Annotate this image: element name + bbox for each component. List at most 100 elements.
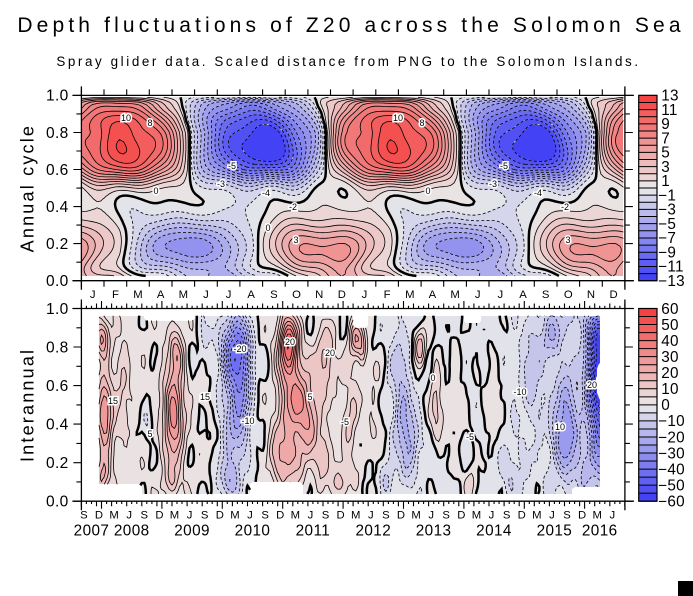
- svg-text:J: J: [489, 510, 495, 522]
- svg-text:20: 20: [661, 365, 678, 382]
- svg-text:Interannual: Interannual: [18, 348, 38, 462]
- svg-text:D: D: [216, 510, 224, 522]
- svg-text:D: D: [610, 289, 618, 301]
- svg-text:-5: -5: [466, 432, 474, 442]
- svg-text:1.0: 1.0: [46, 301, 69, 318]
- svg-text:-5: -5: [228, 161, 236, 171]
- svg-text:1: 1: [661, 173, 670, 190]
- svg-text:Depth fluctuations of Z20 acro: Depth fluctuations of Z20 across the Sol…: [17, 14, 684, 37]
- svg-text:S: S: [261, 510, 269, 522]
- svg-text:M: M: [109, 510, 118, 522]
- svg-text:-2: -2: [561, 202, 569, 212]
- svg-text:N: N: [587, 289, 595, 301]
- svg-text:M: M: [179, 289, 188, 301]
- svg-text:A: A: [429, 289, 437, 301]
- svg-text:-5: -5: [341, 417, 349, 427]
- svg-text:−9: −9: [658, 245, 676, 262]
- svg-text:20: 20: [325, 348, 335, 358]
- svg-text:20: 20: [285, 337, 295, 347]
- svg-text:J: J: [187, 510, 193, 522]
- svg-text:2016: 2016: [582, 523, 618, 540]
- svg-text:15: 15: [200, 392, 210, 402]
- svg-text:30: 30: [661, 349, 678, 366]
- svg-text:0.6: 0.6: [46, 378, 68, 395]
- svg-text:M: M: [405, 289, 414, 301]
- svg-text:−60: −60: [658, 494, 685, 511]
- svg-text:11: 11: [661, 102, 677, 119]
- svg-text:M: M: [133, 289, 142, 301]
- svg-text:50: 50: [661, 317, 678, 334]
- svg-text:S: S: [563, 510, 571, 522]
- svg-text:−11: −11: [658, 259, 683, 276]
- svg-text:D: D: [578, 510, 586, 522]
- svg-text:8: 8: [419, 118, 424, 128]
- svg-text:J: J: [247, 510, 253, 522]
- svg-text:0: 0: [430, 373, 435, 383]
- svg-text:M: M: [351, 510, 360, 522]
- svg-text:O: O: [564, 289, 573, 301]
- svg-text:5: 5: [147, 429, 152, 439]
- svg-text:−13: −13: [658, 273, 685, 290]
- svg-text:-20: -20: [233, 344, 246, 354]
- svg-text:0.0: 0.0: [46, 273, 69, 290]
- svg-text:0: 0: [661, 397, 670, 414]
- svg-text:J: J: [428, 510, 434, 522]
- svg-text:F: F: [384, 289, 391, 301]
- svg-text:S: S: [382, 510, 390, 522]
- svg-text:M: M: [230, 510, 239, 522]
- svg-text:−50: −50: [658, 477, 685, 494]
- svg-text:Annual cycle: Annual cycle: [18, 124, 38, 252]
- svg-text:2010: 2010: [235, 523, 271, 540]
- svg-text:D: D: [337, 510, 345, 522]
- svg-text:5: 5: [661, 145, 670, 162]
- svg-text:−10: −10: [658, 413, 685, 430]
- svg-text:-10: -10: [241, 416, 254, 426]
- svg-text:0.6: 0.6: [46, 162, 68, 179]
- svg-text:J: J: [226, 289, 232, 301]
- svg-text:−20: −20: [658, 429, 685, 446]
- svg-text:J: J: [609, 510, 615, 522]
- svg-text:2008: 2008: [114, 523, 150, 540]
- svg-text:J: J: [308, 510, 314, 522]
- svg-text:J: J: [203, 289, 209, 301]
- svg-text:2007: 2007: [74, 523, 110, 540]
- svg-text:-2: -2: [289, 202, 297, 212]
- svg-text:3: 3: [661, 159, 670, 176]
- svg-text:5: 5: [307, 392, 312, 402]
- svg-text:60: 60: [661, 301, 678, 318]
- svg-text:1.0: 1.0: [46, 88, 69, 105]
- svg-text:0.4: 0.4: [46, 199, 69, 216]
- svg-text:2015: 2015: [537, 523, 573, 540]
- svg-text:D: D: [95, 510, 103, 522]
- svg-text:−3: −3: [658, 202, 676, 219]
- svg-text:-3: -3: [489, 179, 497, 189]
- svg-text:A: A: [157, 289, 165, 301]
- svg-text:0: 0: [265, 223, 270, 233]
- svg-text:D: D: [518, 510, 526, 522]
- svg-text:S: S: [141, 510, 149, 522]
- svg-text:20: 20: [587, 380, 597, 390]
- svg-text:D: D: [155, 510, 163, 522]
- svg-text:0: 0: [425, 186, 430, 196]
- svg-text:−7: −7: [658, 230, 676, 247]
- svg-text:10: 10: [661, 381, 678, 398]
- svg-text:0.8: 0.8: [46, 339, 68, 356]
- svg-text:2012: 2012: [355, 523, 391, 540]
- svg-text:M: M: [411, 510, 420, 522]
- svg-text:N: N: [315, 289, 323, 301]
- svg-text:D: D: [457, 510, 465, 522]
- svg-text:D: D: [276, 510, 284, 522]
- svg-text:S: S: [503, 510, 511, 522]
- svg-text:8: 8: [147, 118, 152, 128]
- svg-text:A: A: [519, 289, 527, 301]
- svg-text:J: J: [475, 289, 481, 301]
- svg-text:0.2: 0.2: [46, 455, 68, 472]
- svg-text:S: S: [80, 510, 88, 522]
- svg-text:Spray glider data. Scaled dist: Spray glider data. Scaled distance from …: [56, 54, 640, 69]
- svg-text:3: 3: [293, 235, 298, 245]
- svg-text:−1: −1: [658, 188, 676, 205]
- svg-text:S: S: [542, 289, 550, 301]
- svg-text:J: J: [368, 510, 374, 522]
- svg-text:M: M: [532, 510, 541, 522]
- svg-text:A: A: [247, 289, 255, 301]
